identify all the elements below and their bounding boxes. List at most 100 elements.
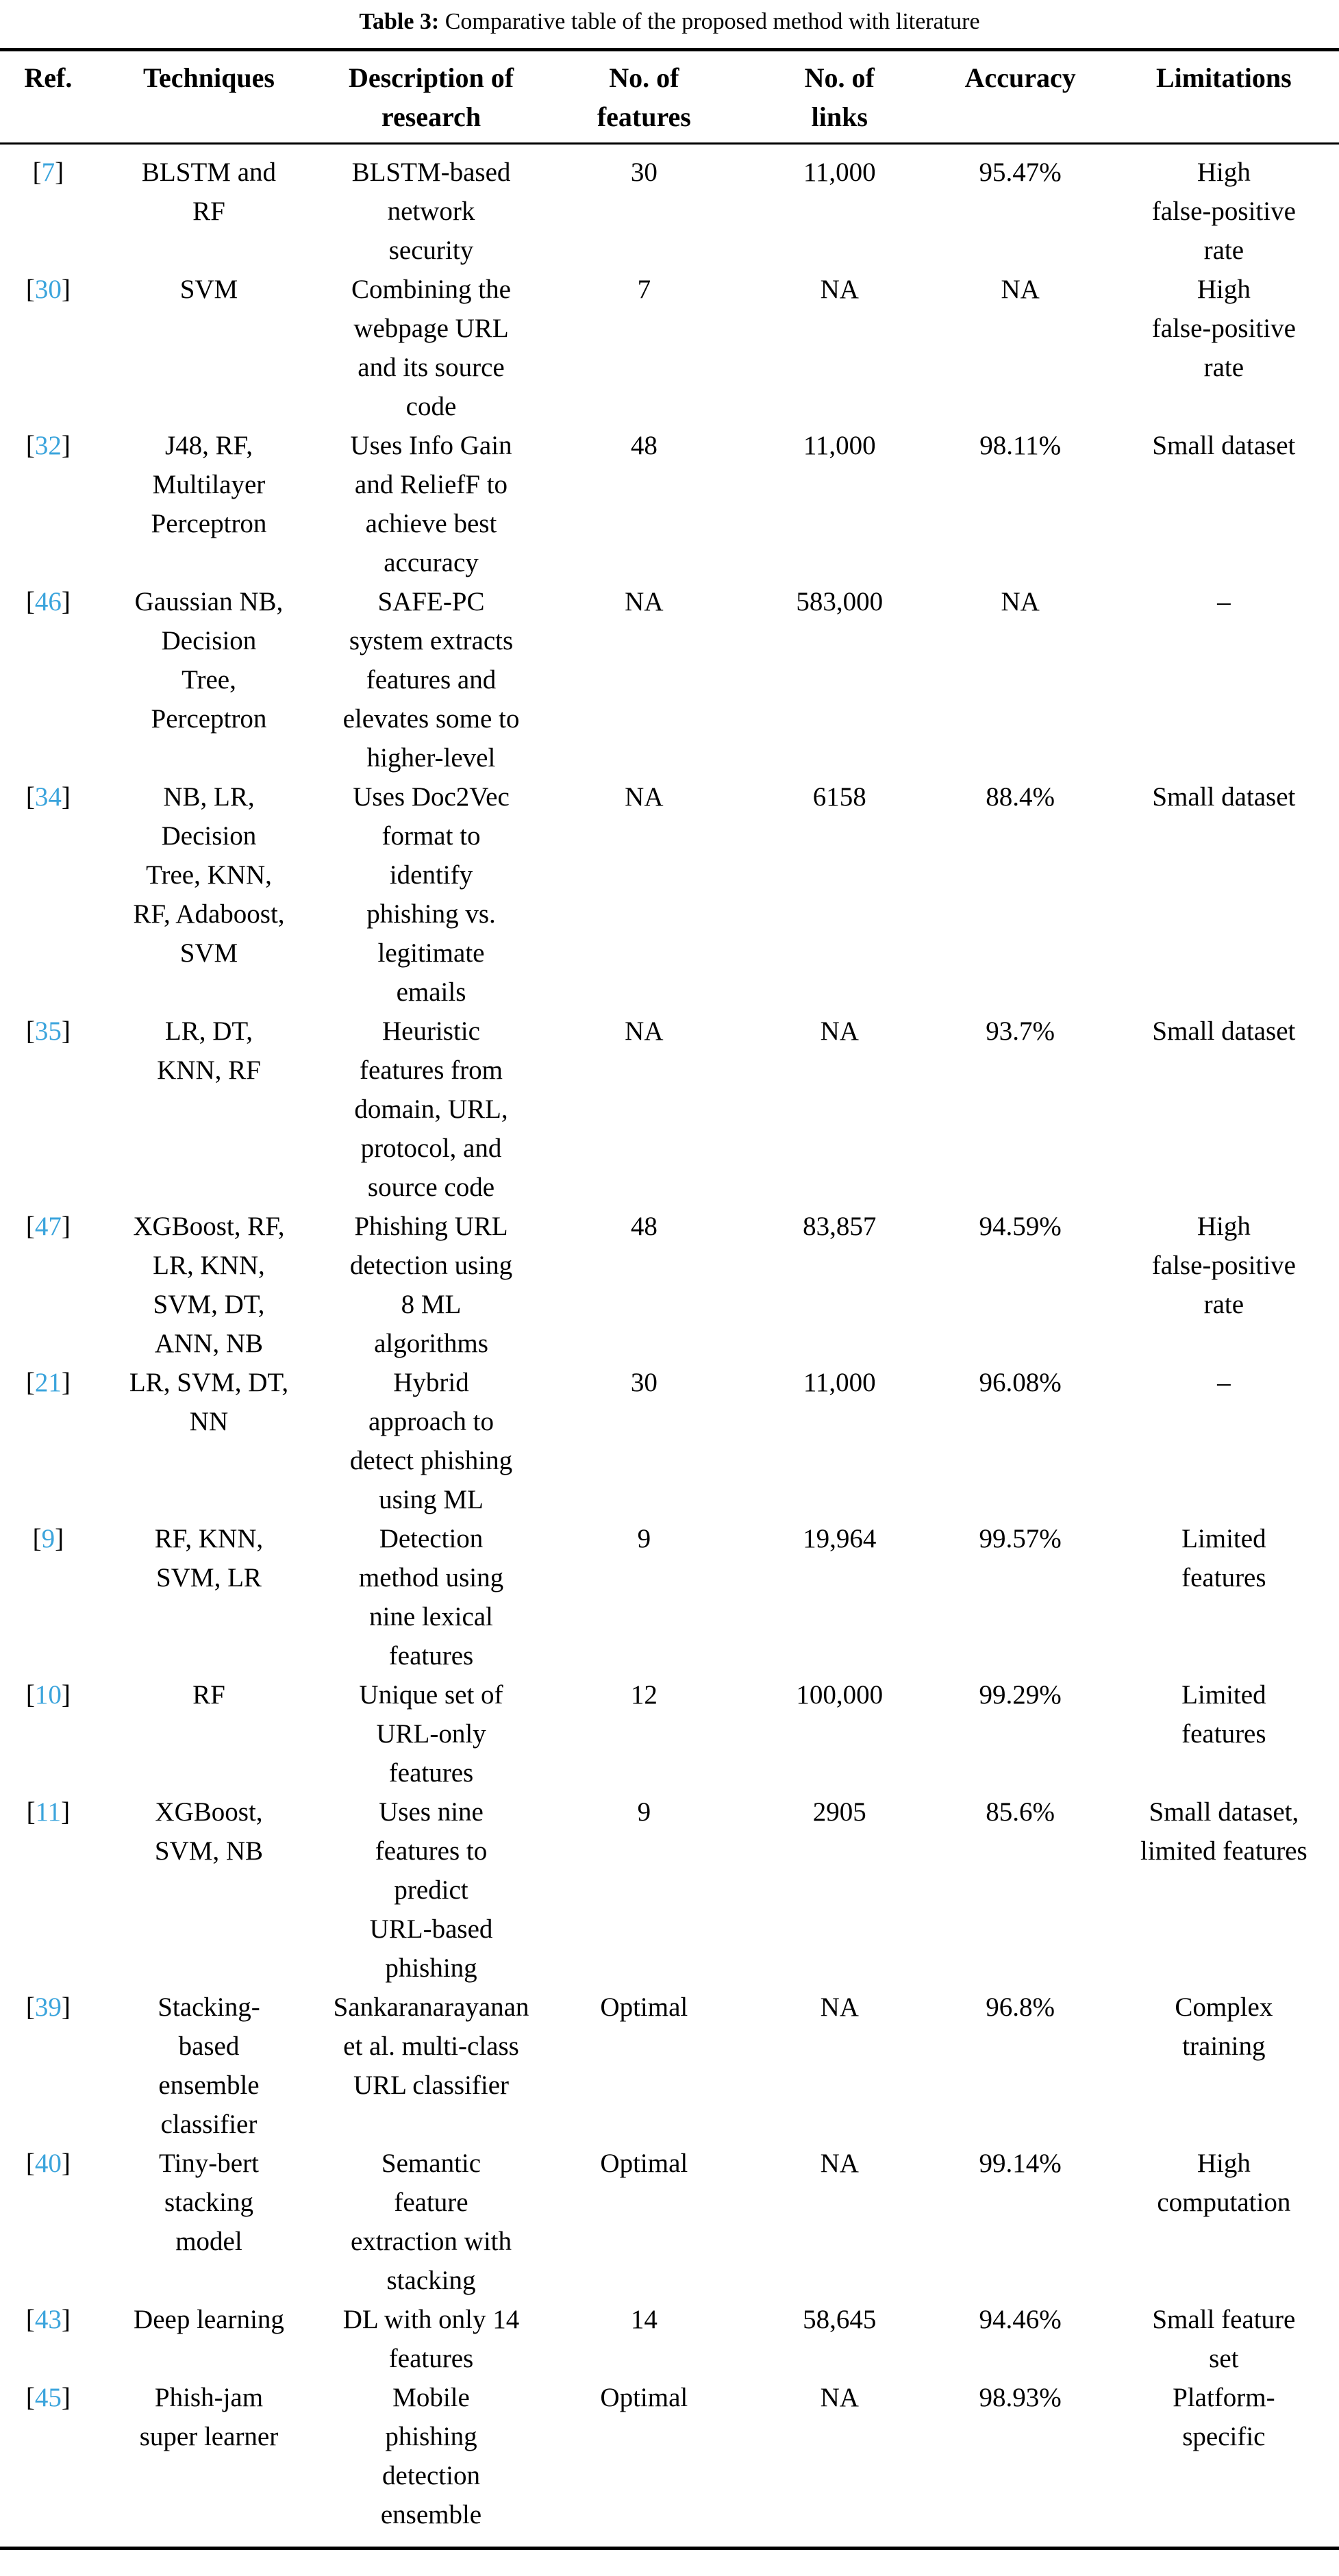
citation-ref-link[interactable]: [10]	[26, 1680, 71, 1710]
links-count-cell: NA	[820, 1016, 859, 1046]
citation-ref-link[interactable]: [21]	[26, 1368, 71, 1397]
citation-ref-link[interactable]: [45]	[26, 2383, 71, 2412]
limitations-cell: High computation	[1157, 2149, 1291, 2217]
techniques-cell: Stacking- based ensemble classifier	[158, 1992, 260, 2139]
techniques-cell: NB, LR, Decision Tree, KNN, RF, Adaboost…	[133, 782, 285, 968]
ref-number: 32	[34, 431, 62, 460]
ref-cell: [11]	[0, 1792, 97, 1988]
ref-bracket-open: [	[25, 1680, 35, 1710]
column-header-features: No. of features	[540, 49, 747, 145]
description-cell: Semantic feature extraction with stackin…	[350, 2149, 512, 2295]
limitations-cell: High false-positive rate	[1151, 158, 1296, 265]
table-body: [7] BLSTM and RF BLSTM-based network secur…	[0, 144, 1339, 2549]
ref-number: 35	[34, 1016, 62, 1046]
links-count-cell: 6158	[812, 782, 866, 812]
limitations-cell: Small dataset	[1152, 1016, 1296, 1046]
accuracy-cell: 88.4%	[986, 782, 1055, 812]
ref-bracket-open: [	[25, 1992, 35, 2022]
features-count-cell: 9	[637, 1797, 651, 1827]
features-count-cell: NA	[625, 782, 664, 812]
citation-ref-link[interactable]: [35]	[26, 1016, 71, 1046]
citation-ref-link[interactable]: [39]	[26, 1992, 71, 2022]
ref-cell: [32]	[0, 426, 97, 582]
features-count-cell: 48	[630, 431, 658, 460]
ref-bracket-close: ]	[61, 2305, 71, 2334]
ref-number: 45	[34, 2383, 62, 2412]
ref-bracket-open: [	[25, 587, 35, 616]
limitations-cell: Platform- specific	[1173, 2383, 1275, 2451]
table-row: [35] LR, DT, KNN, RF Heuristic features fr…	[0, 1012, 1339, 1207]
column-header-description: Description of research	[321, 49, 541, 145]
ref-number: 10	[34, 1680, 62, 1710]
techniques-cell: Gaussian NB, Decision Tree, Perceptron	[134, 587, 284, 734]
citation-ref-link[interactable]: [34]	[26, 782, 71, 812]
column-header-links: No. of links	[747, 49, 932, 145]
ref-bracket-open: [	[25, 1368, 35, 1397]
links-count-cell: 83,857	[803, 1212, 877, 1241]
accuracy-cell: 96.08%	[979, 1368, 1062, 1397]
ref-bracket-open: [	[25, 2149, 35, 2178]
citation-ref-link[interactable]: [30]	[26, 275, 71, 304]
techniques-cell: LR, SVM, DT, NN	[129, 1368, 289, 1436]
ref-bracket-close: ]	[61, 431, 71, 460]
techniques-cell: RF	[192, 1680, 225, 1710]
citation-ref-link[interactable]: [7]	[33, 158, 64, 187]
techniques-cell: LR, DT, KNN, RF	[157, 1016, 261, 1085]
limitations-cell: Small dataset	[1152, 431, 1296, 460]
description-cell: Hybrid approach to detect phishing using…	[349, 1368, 513, 1514]
table-row: [30] SVM Combining the webpage URL and its…	[0, 270, 1339, 426]
ref-cell: [34]	[0, 777, 97, 1012]
citation-ref-link[interactable]: [47]	[26, 1212, 71, 1241]
description-cell: Uses nine features to predict URL-based …	[369, 1797, 493, 1983]
limitations-cell: High false-positive rate	[1151, 1212, 1296, 1319]
limitations-cell: Limited features	[1181, 1524, 1266, 1592]
ref-cell: [45]	[0, 2378, 97, 2549]
ref-cell: [39]	[0, 1988, 97, 2144]
features-count-cell: 12	[630, 1680, 658, 1710]
ref-number: 34	[34, 782, 62, 812]
comparison-table: Ref. Techniques Description of research …	[0, 48, 1339, 2550]
ref-bracket-close: ]	[61, 2383, 71, 2412]
ref-number: 46	[34, 587, 62, 616]
ref-bracket-open: [	[32, 1524, 42, 1553]
table-row: [43] Deep learning DL with only 14 feature…	[0, 2300, 1339, 2378]
ref-cell: [7]	[0, 144, 97, 271]
limitations-cell: –	[1217, 587, 1231, 616]
accuracy-cell: 96.8%	[986, 1992, 1055, 2022]
techniques-cell: RF, KNN, SVM, LR	[154, 1524, 264, 1592]
features-count-cell: Optimal	[600, 2383, 688, 2412]
ref-number: 9	[41, 1524, 55, 1553]
links-count-cell: 2905	[812, 1797, 866, 1827]
table-row: [46] Gaussian NB, Decision Tree, Perceptr…	[0, 582, 1339, 777]
accuracy-cell: 99.57%	[979, 1524, 1062, 1553]
ref-bracket-close: ]	[61, 587, 71, 616]
table-row: [47] XGBoost, RF, LR, KNN, SVM, DT, ANN, …	[0, 1207, 1339, 1363]
ref-bracket-close: ]	[61, 1992, 71, 2022]
links-count-cell: 11,000	[803, 431, 876, 460]
links-count-cell: 100,000	[796, 1680, 884, 1710]
citation-ref-link[interactable]: [11]	[27, 1797, 71, 1827]
table-row: [32] J48, RF, Multilayer Perceptron Uses I…	[0, 426, 1339, 582]
accuracy-cell: 99.14%	[979, 2149, 1062, 2178]
citation-ref-link[interactable]: [40]	[26, 2149, 71, 2178]
ref-bracket-open: [	[25, 1212, 35, 1241]
ref-number: 47	[34, 1212, 62, 1241]
ref-bracket-open: [	[25, 2305, 35, 2334]
column-header-techniques: Techniques	[96, 49, 322, 145]
description-cell: Uses Info Gain and ReliefF to achieve be…	[350, 431, 512, 577]
limitations-cell: Limited features	[1181, 1680, 1266, 1749]
citation-ref-link[interactable]: [43]	[26, 2305, 71, 2334]
techniques-cell: XGBoost, SVM, NB	[154, 1797, 264, 1866]
ref-cell: [46]	[0, 582, 97, 777]
citation-ref-link[interactable]: [32]	[26, 431, 71, 460]
citation-ref-link[interactable]: [9]	[33, 1524, 64, 1553]
links-count-cell: 58,645	[803, 2305, 877, 2334]
description-cell: Mobile phishing detection ensemble	[380, 2383, 482, 2529]
citation-ref-link[interactable]: [46]	[26, 587, 71, 616]
links-count-cell: 19,964	[803, 1524, 877, 1553]
links-count-cell: NA	[820, 1992, 859, 2022]
column-header-ref: Ref.	[0, 49, 97, 145]
ref-bracket-open: [	[25, 782, 35, 812]
limitations-cell: –	[1217, 1368, 1231, 1397]
accuracy-cell: 94.59%	[979, 1212, 1062, 1241]
